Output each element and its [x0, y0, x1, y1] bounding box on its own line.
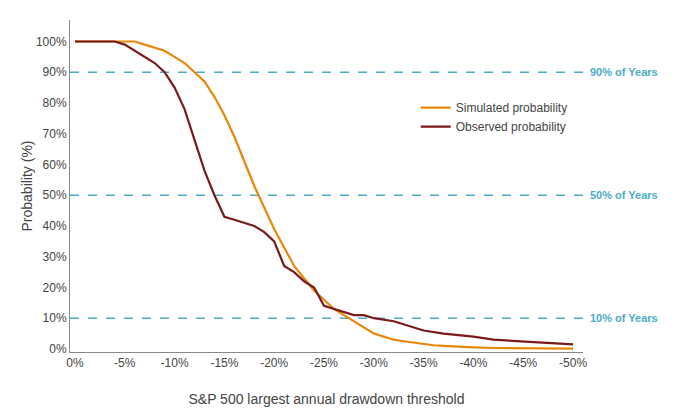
svg-text:90%: 90% — [43, 65, 67, 79]
svg-text:60%: 60% — [43, 158, 67, 172]
svg-text:40%: 40% — [43, 219, 67, 233]
svg-text:Probability (%): Probability (%) — [19, 140, 35, 231]
svg-text:Observed probability: Observed probability — [456, 120, 566, 134]
svg-text:70%: 70% — [43, 127, 67, 141]
svg-text:0%: 0% — [66, 356, 84, 370]
svg-text:100%: 100% — [36, 35, 67, 49]
svg-text:50%: 50% — [43, 188, 67, 202]
svg-text:-15%: -15% — [210, 356, 238, 370]
svg-text:50% of Years: 50% of Years — [590, 189, 658, 201]
svg-text:-35%: -35% — [410, 356, 438, 370]
svg-text:30%: 30% — [43, 250, 67, 264]
svg-text:-25%: -25% — [310, 356, 338, 370]
svg-text:0%: 0% — [49, 342, 67, 356]
svg-text:-45%: -45% — [509, 356, 537, 370]
svg-text:-50%: -50% — [559, 356, 587, 370]
svg-text:10%: 10% — [43, 311, 67, 325]
svg-text:-10%: -10% — [161, 356, 189, 370]
svg-text:S&P 500 largest annual drawdow: S&P 500 largest annual drawdown threshol… — [188, 391, 464, 407]
svg-text:-20%: -20% — [260, 356, 288, 370]
svg-text:20%: 20% — [43, 281, 67, 295]
svg-text:-40%: -40% — [459, 356, 487, 370]
svg-text:Simulated probability: Simulated probability — [456, 101, 567, 115]
svg-text:-5%: -5% — [114, 356, 136, 370]
svg-text:90% of Years: 90% of Years — [590, 66, 658, 78]
svg-text:80%: 80% — [43, 96, 67, 110]
svg-text:10% of Years: 10% of Years — [590, 312, 658, 324]
svg-text:-30%: -30% — [360, 356, 388, 370]
